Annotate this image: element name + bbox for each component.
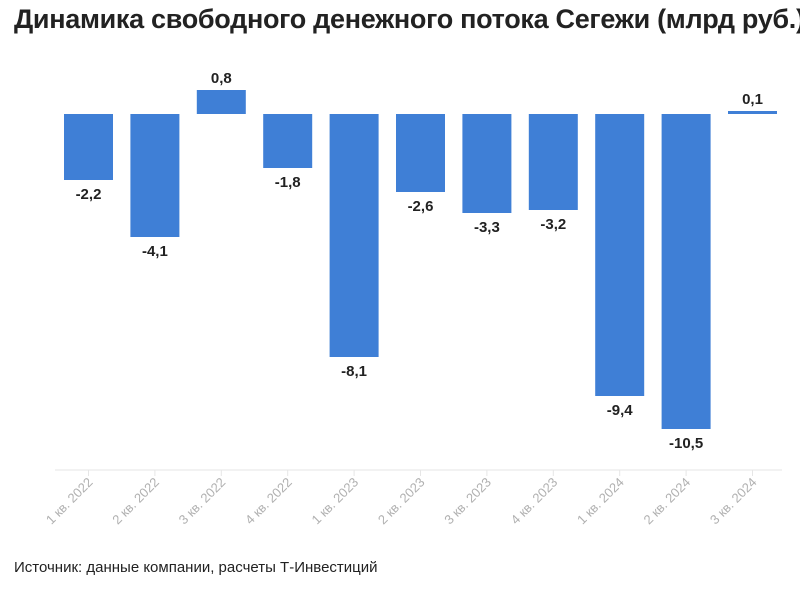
value-label: 0,8 [211,70,232,87]
bars-group [64,90,777,429]
bar [396,114,445,192]
source-note: Источник: данные компании, расчеты Т-Инв… [14,559,378,576]
value-label: -2,2 [76,186,102,203]
value-label: -3,3 [474,219,500,236]
x-tick-label: 4 кв. 2022 [242,475,295,528]
value-labels-group: -2,2 -4,1 0,8 -1,8 -8,1 -2,6 -3,3 -3,2 -9,4 -10,5… [76,70,763,452]
value-label: -3,2 [540,216,566,233]
value-label: 0,1 [742,91,763,108]
bar [661,114,711,429]
x-ticks-group [88,470,753,476]
x-tick-label: 1 кв. 2024 [574,475,627,528]
x-tick-label: 1 кв. 2022 [43,475,96,528]
x-tick-label: 1 кв. 2023 [308,475,361,528]
bar [329,114,379,357]
value-label: -8,1 [341,363,367,380]
bar [462,114,512,213]
bar-chart: -2,2 -4,1 0,8 -1,8 -8,1 -2,6 -3,3 -3,2 -9,4 -10,5… [43,70,782,528]
x-tick-label: 3 кв. 2023 [441,475,494,528]
value-label: -2,6 [408,198,434,215]
x-tick-label: 2 кв. 2022 [109,475,162,528]
x-tick-label: 4 кв. 2023 [508,475,561,528]
value-label: -9,4 [607,402,634,419]
x-tick-labels-group: 1 кв. 2022 2 кв. 2022 3 кв. 2022 4 кв. 2022… [43,475,760,528]
value-label: -4,1 [142,243,168,260]
x-tick-label: 3 кв. 2024 [707,475,760,528]
bar [528,114,578,210]
bar [64,114,113,180]
x-tick-label: 2 кв. 2024 [640,475,693,528]
bar [130,114,180,237]
chart-title: Динамика свободного денежного потока Сег… [14,4,800,34]
value-label: -10,5 [669,435,703,452]
value-label: -1,8 [275,174,301,191]
bar [728,111,777,114]
bar [263,114,313,168]
bar [196,90,246,114]
x-tick-label: 3 кв. 2022 [176,475,229,528]
bar [595,114,645,396]
x-tick-label: 2 кв. 2023 [375,475,428,528]
